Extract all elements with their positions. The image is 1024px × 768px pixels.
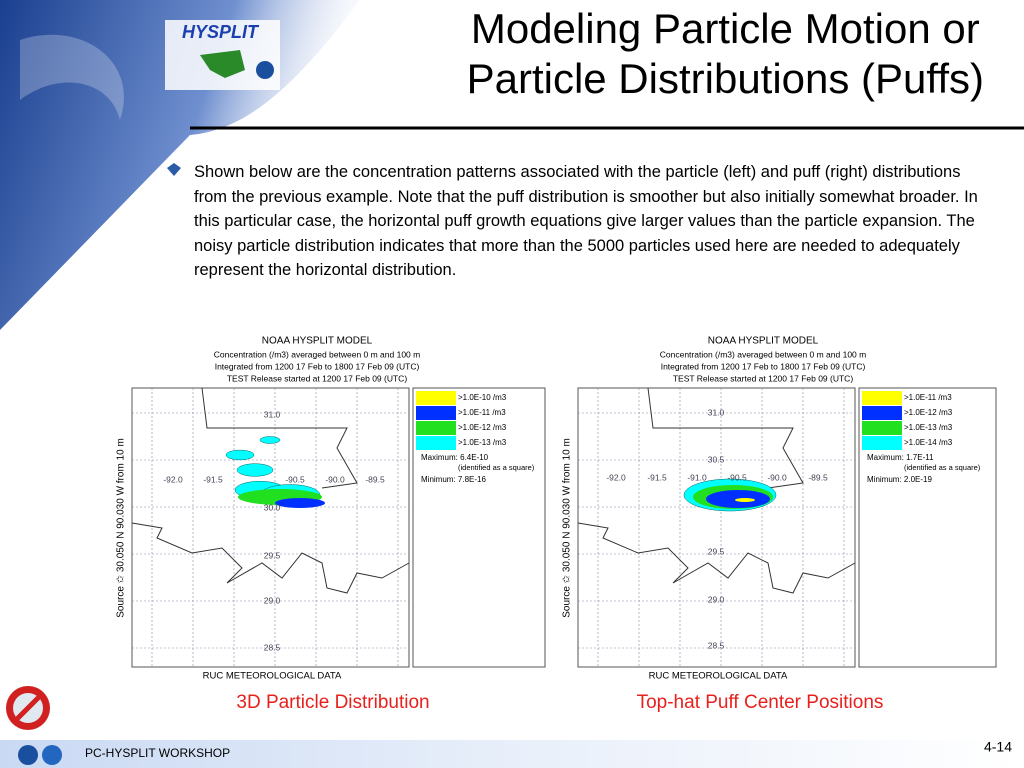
- maximum: Maximum: 1.7E-11: [867, 453, 934, 462]
- legend-swatch: [416, 436, 456, 450]
- map-footer: RUC METEOROLOGICAL DATA: [203, 671, 342, 682]
- no-icon-slash: [12, 692, 44, 724]
- legend-label: >1.0E-12 /m3: [458, 423, 507, 432]
- lon-label: -92.0: [606, 472, 626, 482]
- legend-swatch: [862, 421, 902, 435]
- model-info: Integrated from 1200 17 Feb to 1800 17 F…: [661, 361, 866, 371]
- lat-label: 29.0: [264, 595, 281, 605]
- footer-seal: [42, 745, 62, 765]
- map-footer: RUC METEOROLOGICAL DATA: [649, 671, 788, 682]
- caption: 3D Particle Distribution: [236, 692, 429, 713]
- legend-label: >1.0E-13 /m3: [458, 438, 507, 447]
- footer-bar: [0, 740, 1024, 768]
- square-note: (identified as a square): [904, 463, 981, 472]
- title-line: Modeling Particle Motion or: [470, 5, 980, 52]
- minimum: Minimum: 7.8E-16: [421, 475, 486, 484]
- lon-label: -89.5: [365, 474, 385, 484]
- lon-label: -90.5: [727, 472, 747, 482]
- lat-label: 28.5: [708, 640, 725, 650]
- plume: [735, 498, 755, 502]
- lat-label: 28.5: [264, 642, 281, 652]
- model-name: NOAA HYSPLIT MODEL: [262, 336, 373, 347]
- legend-label: >1.0E-10 /m3: [458, 393, 507, 402]
- bullet-icon: [167, 163, 181, 176]
- lat-label: 29.5: [264, 550, 281, 560]
- plume: [225, 449, 255, 461]
- legend-swatch: [416, 391, 456, 405]
- lat-label: 31.0: [264, 409, 281, 419]
- legend-label: >1.0E-13 /m3: [904, 423, 953, 432]
- lon-label: -90.5: [285, 474, 305, 484]
- caption: Top-hat Puff Center Positions: [637, 692, 884, 713]
- plume: [259, 436, 281, 444]
- plume: [236, 463, 274, 477]
- map-frame: [577, 387, 856, 668]
- maximum: Maximum: 6.4E-10: [421, 453, 489, 462]
- lon-label: -92.0: [163, 474, 183, 484]
- side-label: Source ✩ 30.050 N 90.030 W from 10 m: [562, 438, 573, 618]
- coastline: [131, 522, 410, 594]
- lat-label: 29.5: [708, 546, 725, 556]
- model-info: Integrated from 1200 17 Feb to 1800 17 F…: [215, 361, 420, 371]
- bird-shape: [20, 34, 124, 120]
- lat-label: 31.0: [708, 407, 725, 417]
- model-info: TEST Release started at 1200 17 Feb 09 (…: [673, 373, 853, 383]
- legend-label: >1.0E-12 /m3: [904, 408, 953, 417]
- state-line: [201, 387, 358, 489]
- page-number: 4-14: [984, 739, 1012, 755]
- bullet-text: Shown below are the concentration patter…: [194, 163, 978, 279]
- plume: [275, 498, 325, 508]
- legend-swatch: [862, 436, 902, 450]
- legend-label: >1.0E-14 /m3: [904, 438, 953, 447]
- lat-label: 29.0: [708, 594, 725, 604]
- footer-text: PC-HYSPLIT WORKSHOP: [85, 746, 230, 760]
- model-info: Concentration (/m3) averaged between 0 m…: [214, 349, 420, 359]
- title-line: Particle Distributions (Puffs): [466, 55, 984, 102]
- legend-swatch: [416, 406, 456, 420]
- model-info: TEST Release started at 1200 17 Feb 09 (…: [227, 373, 407, 383]
- lon-label: -91.0: [687, 472, 707, 482]
- lon-label: -90.0: [325, 474, 345, 484]
- legend-swatch: [416, 421, 456, 435]
- legend-label: >1.0E-11 /m3: [904, 393, 952, 402]
- lat-label: 30.0: [264, 502, 281, 512]
- slide-title: Modeling Particle Motion or Particle Dist…: [467, 4, 984, 104]
- model-name: NOAA HYSPLIT MODEL: [708, 336, 819, 347]
- legend-frame: [858, 387, 997, 668]
- minimum: Minimum: 2.0E-19: [867, 475, 932, 484]
- lon-label: -91.5: [647, 472, 667, 482]
- logo-map: [200, 50, 245, 78]
- legend-swatch: [862, 391, 902, 405]
- square-note: (identified as a square): [458, 463, 535, 472]
- lon-label: -91.5: [203, 474, 223, 484]
- lon-label: -89.5: [808, 472, 828, 482]
- map-frame: [131, 387, 410, 668]
- coastline: [577, 522, 856, 594]
- model-info: Concentration (/m3) averaged between 0 m…: [660, 349, 866, 359]
- logo-text: HYSPLIT: [182, 22, 260, 42]
- lon-label: -90.0: [767, 472, 787, 482]
- logo-seal: [256, 61, 274, 79]
- legend-swatch: [862, 406, 902, 420]
- state-line: [647, 387, 804, 489]
- side-label: Source ✩ 30.050 N 90.030 W from 10 m: [116, 438, 127, 618]
- legend-label: >1.0E-11 /m3: [458, 408, 506, 417]
- lat-label: 30.5: [708, 454, 725, 464]
- footer-seal: [18, 745, 38, 765]
